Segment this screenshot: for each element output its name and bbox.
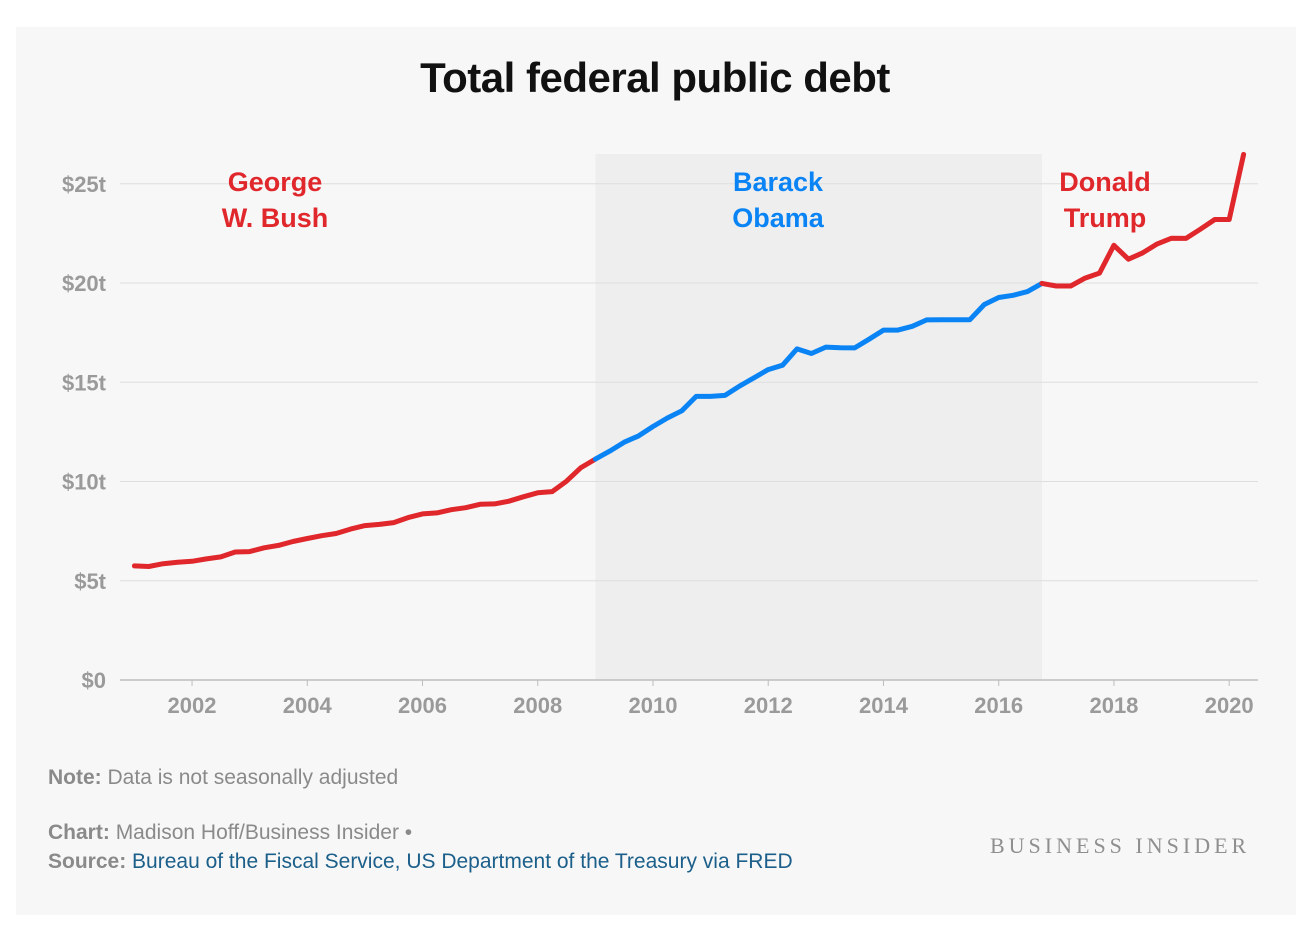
y-tick-label: $5t [74, 569, 106, 594]
y-tick-label: $15t [62, 370, 107, 395]
chart-title: Total federal public debt [420, 54, 890, 101]
series-line-donald-trump [1039, 151, 1247, 289]
note-text: Data is not seasonally adjusted [107, 766, 399, 789]
y-tick-label: $20t [62, 271, 107, 296]
x-tick-label: 2004 [283, 693, 333, 718]
x-tick-label: 2010 [629, 693, 678, 718]
line-layer [131, 151, 1247, 569]
x-tick-label: 2002 [168, 693, 217, 718]
y-tick-label: $10t [62, 470, 107, 495]
x-tick-label: 2006 [398, 693, 447, 718]
business-insider-logo: BUSINESS INSIDER [990, 833, 1251, 858]
source-link[interactable]: Bureau of the Fiscal Service, US Departm… [132, 850, 793, 873]
president-label: George W. Bush [222, 167, 329, 233]
chart-credit-label: Chart: [48, 821, 110, 844]
x-tick-label: 2016 [974, 693, 1023, 718]
chart-credit-line: Chart: Madison Hoff/Business Insider • [48, 818, 793, 847]
x-tick-label: 2020 [1205, 693, 1254, 718]
y-tick-label: $0 [82, 668, 106, 693]
x-tick-label: 2012 [744, 693, 793, 718]
x-tick-label: 2008 [513, 693, 562, 718]
x-tick-label: 2014 [859, 693, 909, 718]
label-layer: $0 $5t $10t $15t $20t $25t 2002 2004 2006 2008 201… [62, 167, 1254, 718]
chart-note: Note: Data is not seasonally adjusted [48, 766, 398, 790]
series-line-george-w-bush [131, 456, 598, 569]
chart-credit: Chart: Madison Hoff/Business Insider • S… [48, 818, 793, 876]
source-label: Source: [48, 850, 127, 873]
chart-credit-text: Madison Hoff/Business Insider • [115, 821, 413, 844]
president-label: Barack Obama [732, 167, 825, 233]
y-tick-label: $25t [62, 172, 107, 197]
series-line-barack-obama [592, 280, 1045, 462]
grid-layer [120, 183, 1258, 686]
president-label: Donald Trump [1059, 167, 1151, 233]
x-tick-label: 2018 [1089, 693, 1138, 718]
note-label: Note: [48, 766, 102, 789]
source-line: Source: Bureau of the Fiscal Service, US… [48, 847, 793, 876]
